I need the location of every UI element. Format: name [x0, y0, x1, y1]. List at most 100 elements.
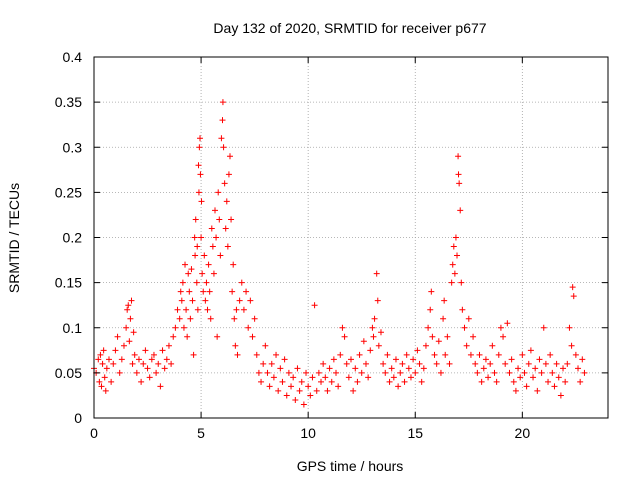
data-point: [380, 360, 387, 367]
data-point: [118, 356, 125, 363]
data-point: [277, 365, 284, 372]
data-point: [536, 356, 543, 363]
data-point: [194, 243, 201, 250]
data-point: [189, 297, 196, 304]
data-point: [458, 279, 465, 286]
data-point: [545, 378, 552, 385]
data-point: [557, 392, 564, 399]
data-point: [527, 347, 534, 354]
data-point: [202, 297, 209, 304]
data-point: [288, 383, 295, 390]
data-point: [474, 369, 481, 376]
data-point: [429, 333, 436, 340]
data-point: [530, 374, 537, 381]
data-point: [124, 306, 131, 313]
data-point: [197, 135, 204, 142]
data-point: [174, 306, 181, 313]
data-point: [470, 333, 477, 340]
data-point: [220, 144, 227, 151]
data-point: [375, 342, 382, 349]
data-point: [339, 324, 346, 331]
data-point: [190, 351, 197, 358]
data-point: [126, 338, 133, 345]
data-point: [264, 369, 271, 376]
data-point: [397, 369, 404, 376]
data-point: [485, 374, 492, 381]
data-point: [176, 315, 183, 322]
data-point: [313, 387, 320, 394]
data-point: [129, 360, 136, 367]
data-point: [105, 356, 112, 363]
data-point: [420, 365, 427, 372]
data-point: [260, 360, 267, 367]
y-tick-label: 0.2: [63, 230, 83, 246]
data-point: [231, 315, 238, 322]
data-point: [521, 369, 528, 376]
data-point: [362, 360, 369, 367]
data-point: [208, 225, 215, 232]
data-point: [540, 324, 547, 331]
data-point: [212, 207, 219, 214]
data-point: [425, 324, 432, 331]
data-point: [214, 333, 221, 340]
data-point: [191, 234, 198, 241]
data-point: [352, 365, 359, 372]
data-points: [91, 99, 588, 408]
data-point: [431, 351, 438, 358]
data-point: [386, 378, 393, 385]
data-point: [236, 297, 243, 304]
x-tick-label: 0: [90, 425, 98, 441]
data-point: [360, 338, 367, 345]
data-point: [401, 378, 408, 385]
data-point: [452, 234, 459, 241]
data-point: [440, 315, 447, 322]
data-point: [196, 144, 203, 151]
data-point: [207, 315, 214, 322]
data-point: [534, 387, 541, 394]
data-point: [517, 374, 524, 381]
data-point: [100, 347, 107, 354]
data-point: [341, 333, 348, 340]
data-point: [305, 383, 312, 390]
data-point: [369, 324, 376, 331]
data-point: [579, 356, 586, 363]
data-point: [560, 365, 567, 372]
x-axis-label: GPS time / hours: [297, 458, 404, 474]
data-point: [433, 360, 440, 367]
data-point: [330, 356, 337, 363]
data-point: [184, 333, 191, 340]
data-point: [142, 347, 149, 354]
data-point: [427, 306, 434, 313]
data-point: [444, 333, 451, 340]
data-point: [489, 342, 496, 349]
data-point: [575, 365, 582, 372]
data-point: [219, 117, 226, 124]
data-point: [95, 356, 102, 363]
data-point: [112, 347, 119, 354]
data-point: [491, 369, 498, 376]
data-point: [205, 261, 212, 268]
data-point: [463, 342, 470, 349]
data-point: [384, 351, 391, 358]
y-axis-label: SRMTID / TECUs: [6, 183, 22, 293]
data-point: [555, 374, 562, 381]
data-point: [465, 315, 472, 322]
data-point: [165, 342, 172, 349]
y-tick-label: 0.3: [63, 139, 83, 155]
data-point: [198, 198, 205, 205]
data-point: [564, 360, 571, 367]
data-point: [523, 383, 530, 390]
data-point: [133, 369, 140, 376]
data-point: [418, 378, 425, 385]
data-point: [213, 234, 220, 241]
data-point: [328, 378, 335, 385]
data-point: [395, 383, 402, 390]
data-point: [188, 266, 195, 273]
data-point: [138, 378, 145, 385]
x-tick-label: 15: [407, 425, 423, 441]
data-point: [221, 180, 228, 187]
data-point: [405, 365, 412, 372]
data-point: [209, 243, 216, 250]
data-point: [199, 270, 206, 277]
data-point: [210, 270, 217, 277]
